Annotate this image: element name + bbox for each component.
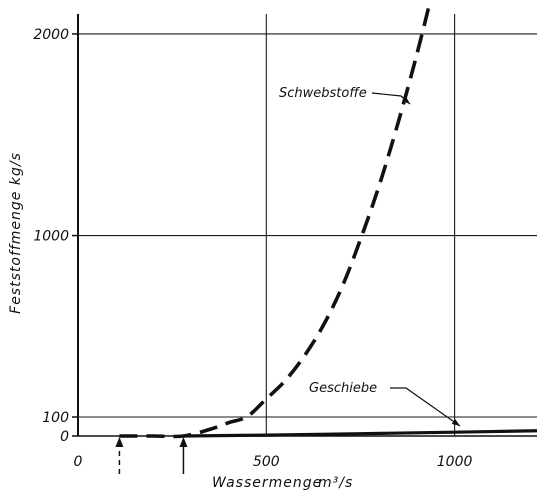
leader-arrow-schwebstoffe	[402, 96, 410, 104]
x-tick-label-500: 500	[253, 454, 280, 470]
leader-line-geschiebe	[390, 387, 461, 427]
x-marker-arrow-1	[115, 437, 124, 447]
y-axis-title: Feststoffmenge kg/s	[8, 152, 24, 314]
x-marker-arrow-2	[179, 437, 188, 447]
x-tick-label-0: 0	[74, 454, 83, 470]
y-tick-label-2000: 2000	[33, 27, 69, 43]
grid-layer	[78, 14, 537, 436]
axes-layer	[72, 14, 537, 437]
label-layer: 0 100 1000 2000 0 500 1000 Feststoffmenge kg/s W…	[8, 27, 473, 491]
y-tick-label-100: 100	[42, 410, 69, 426]
x-axis-title: Wassermenge	[212, 475, 322, 491]
annotation-geschiebe: Geschiebe	[309, 381, 377, 396]
annotation-schwebstoffe: Schwebstoffe	[279, 86, 367, 101]
y-tick-label-1000: 1000	[33, 229, 69, 245]
annotation-layer: Schwebstoffe Geschiebe	[115, 86, 461, 474]
y-tick-label-0: 0	[60, 429, 69, 445]
series-schwebstoffe	[119, 0, 433, 439]
series-layer	[119, 0, 537, 439]
x-tick-label-1000: 1000	[437, 454, 473, 470]
x-axis-unit: m³/s	[318, 475, 353, 491]
leader-arrow-geschiebe	[451, 418, 460, 426]
series-geschiebe	[183, 429, 537, 438]
